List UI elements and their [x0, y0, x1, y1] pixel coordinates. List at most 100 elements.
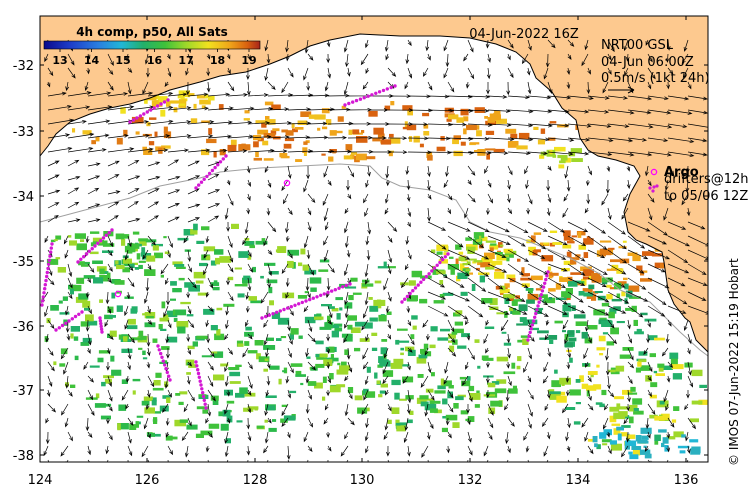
sst-patch	[602, 332, 609, 335]
sst-patch	[222, 409, 231, 417]
sst-patch	[339, 365, 350, 371]
current-vector	[107, 459, 109, 462]
current-vector	[527, 95, 552, 100]
current-vector	[447, 221, 471, 232]
drifter-point	[544, 277, 548, 282]
drifter-track-icon	[648, 184, 659, 193]
sst-patch	[412, 325, 417, 330]
current-vector	[547, 291, 568, 305]
current-vector	[543, 445, 549, 457]
current-vector	[226, 417, 231, 424]
drifter-point	[197, 183, 201, 187]
drifter-point	[159, 102, 163, 106]
sst-patch	[188, 284, 200, 292]
current-vector	[687, 347, 691, 355]
lon-tick-label: 134	[566, 473, 591, 488]
current-vector	[67, 291, 73, 300]
current-vector	[87, 218, 101, 223]
current-vector	[281, 417, 289, 428]
sst-patch	[618, 411, 628, 417]
current-vector	[187, 106, 209, 111]
current-vector	[666, 459, 669, 462]
sst-patch	[393, 358, 404, 365]
current-vector	[147, 119, 174, 125]
sst-patch	[162, 395, 171, 399]
current-vector	[83, 361, 89, 370]
sst-patch	[448, 340, 456, 343]
current-vector	[427, 108, 455, 113]
drifter-point	[197, 375, 201, 379]
sst-patch	[300, 248, 306, 255]
current-vector	[187, 160, 200, 167]
current-vector	[467, 136, 490, 141]
sst-patch	[193, 271, 206, 279]
sst-patch	[348, 295, 354, 301]
sst-patch	[110, 355, 115, 362]
current-vector	[107, 92, 129, 97]
sst-patch	[447, 391, 453, 399]
current-vector	[365, 235, 370, 246]
current-vector	[67, 277, 73, 289]
current-vector	[307, 319, 313, 333]
drifter-point	[194, 186, 198, 190]
sst-patch	[608, 311, 615, 319]
current-vector	[443, 375, 449, 385]
sst-patch	[80, 321, 90, 327]
sst-patch	[588, 289, 593, 295]
current-vector	[400, 277, 409, 289]
current-vector	[407, 39, 412, 47]
sst-patch	[503, 294, 515, 299]
sst-patch	[671, 419, 677, 423]
drifter-point	[535, 308, 539, 312]
current-vector	[227, 263, 234, 273]
current-vector	[547, 137, 575, 142]
sst-patch	[337, 362, 341, 366]
current-vector	[487, 179, 492, 188]
sst-patch	[357, 407, 368, 414]
current-vector	[687, 123, 708, 128]
current-vector	[224, 375, 229, 387]
sst-patch	[474, 404, 480, 408]
longitude-axis: 124 126 128 130 132 134 136	[28, 16, 698, 488]
current-vector	[687, 221, 706, 230]
current-vector	[427, 150, 452, 155]
sst-patch	[661, 442, 665, 448]
sst-patch	[516, 323, 528, 326]
sst-patch	[460, 410, 469, 415]
drifter-point	[167, 374, 171, 378]
current-vector	[483, 445, 489, 457]
sst-patch	[80, 342, 90, 346]
sst-patch	[355, 153, 367, 161]
sst-patch	[548, 335, 558, 340]
sst-patch	[643, 445, 647, 448]
current-vector	[626, 179, 631, 190]
sst-patch	[123, 129, 128, 137]
current-vector	[667, 221, 687, 230]
sst-patch	[55, 235, 62, 240]
sst-patch	[567, 241, 575, 244]
current-vector	[364, 291, 369, 306]
current-vector	[526, 207, 530, 215]
drifter-point	[405, 294, 410, 299]
sst-patch	[269, 365, 280, 370]
current-vector	[207, 361, 214, 371]
current-vector	[366, 249, 371, 261]
sst-patch	[244, 331, 254, 337]
sst-patch	[140, 252, 146, 257]
current-vector	[586, 193, 591, 205]
current-vector	[647, 305, 666, 317]
sst-patch	[127, 318, 136, 325]
sst-patch	[272, 128, 280, 132]
current-vector	[665, 333, 670, 344]
current-vector	[206, 67, 211, 77]
sst-patch	[503, 371, 516, 375]
sst-patch	[424, 404, 437, 411]
sst-patch	[616, 406, 629, 410]
sst-patch	[153, 433, 161, 437]
current-vector	[247, 193, 251, 202]
drifter-point	[205, 174, 209, 179]
current-vector	[183, 403, 189, 413]
current-vector	[424, 403, 429, 417]
current-vector	[323, 165, 329, 178]
current-vector	[507, 291, 526, 302]
